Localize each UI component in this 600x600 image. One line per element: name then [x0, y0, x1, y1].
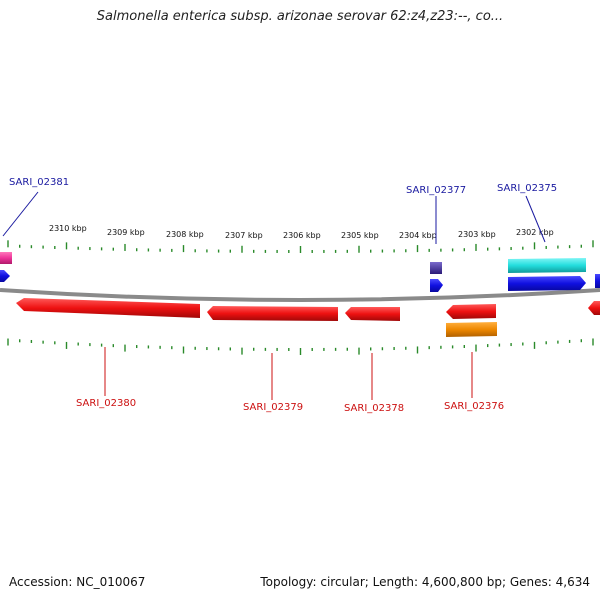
leader-line — [525, 195, 546, 243]
label-leaders — [2, 191, 546, 400]
gene-label-forward[interactable]: SARI_02377 — [406, 185, 466, 196]
ruler-label: 2307 kbp — [225, 231, 263, 240]
orange-feature[interactable] — [446, 322, 497, 337]
map-title: Salmonella enterica subsp. arizonae sero… — [96, 9, 504, 24]
outer-tick-track — [7, 240, 594, 253]
reverse-cds-arrow[interactable] — [446, 304, 496, 319]
forward-cds-arrow[interactable] — [595, 274, 600, 288]
pink-feature[interactable] — [0, 252, 12, 264]
ruler-label: 2308 kbp — [166, 230, 204, 239]
ruler-labels: 2310 kbp 2309 kbp 2308 kbp 2307 kbp 2306… — [49, 224, 554, 240]
chromosome-backbone — [0, 288, 600, 302]
gene-label-forward[interactable]: SARI_02381 — [9, 177, 69, 188]
forward-cds-arrow[interactable] — [430, 279, 443, 292]
purple-feature[interactable] — [430, 262, 442, 274]
ruler-label: 2302 kbp — [516, 228, 554, 237]
gene-label-reverse[interactable]: SARI_02378 — [344, 403, 404, 414]
ruler-label: 2310 kbp — [49, 224, 87, 233]
accession-text: Accession: NC_010067 — [9, 575, 146, 589]
ruler-label: 2303 kbp — [458, 230, 496, 239]
forward-cds-arrow[interactable] — [0, 270, 10, 282]
reverse-cds-arrow[interactable] — [345, 307, 400, 321]
gene-label-forward[interactable]: SARI_02375 — [497, 183, 557, 194]
forward-cds-arrow[interactable] — [508, 276, 586, 291]
ruler-label: 2304 kbp — [399, 231, 437, 240]
ruler-label: 2305 kbp — [341, 231, 379, 240]
reverse-cds-arrow[interactable] — [588, 301, 600, 315]
topology-summary: Topology: circular; Length: 4,600,800 bp… — [260, 575, 590, 589]
reverse-cds-arrow[interactable] — [16, 298, 200, 318]
gene-label-reverse[interactable]: SARI_02380 — [76, 398, 136, 409]
inner-tick-track — [7, 338, 594, 355]
reverse-cds-arrow[interactable] — [207, 306, 338, 321]
cyan-feature[interactable] — [508, 258, 586, 273]
gene-label-reverse[interactable]: SARI_02376 — [444, 401, 504, 412]
leader-line — [2, 191, 39, 237]
gene-label-reverse[interactable]: SARI_02379 — [243, 402, 303, 413]
ruler-label: 2306 kbp — [283, 231, 321, 240]
ruler-label: 2309 kbp — [107, 228, 145, 237]
